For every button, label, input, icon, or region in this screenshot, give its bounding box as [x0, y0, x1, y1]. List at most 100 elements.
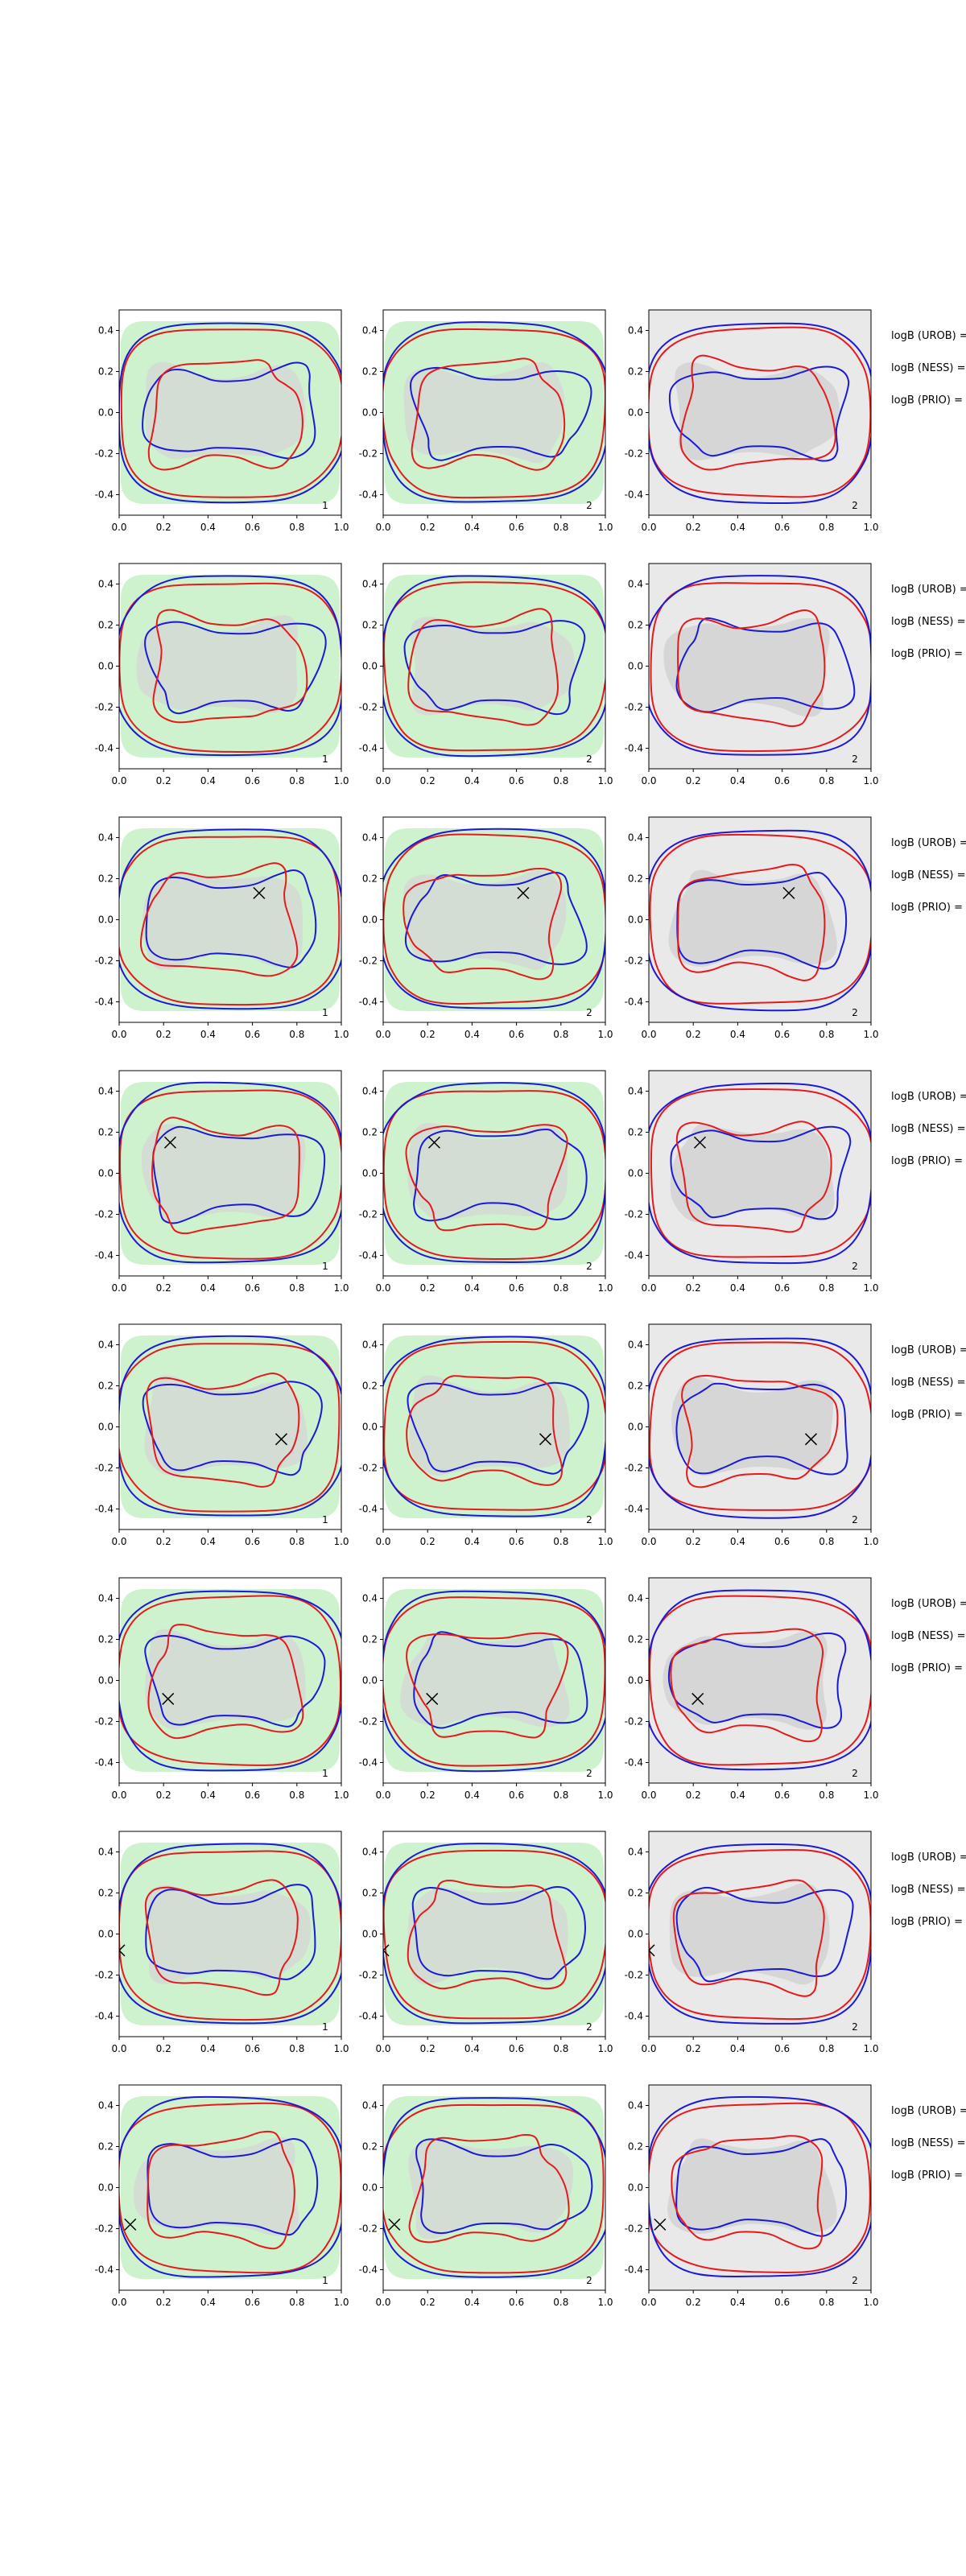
x-tick-label: 0.2: [686, 522, 701, 533]
x-tick-label: 0.6: [774, 2043, 790, 2054]
x-tick-label: 0.4: [200, 1029, 216, 1040]
red-contour-inner: [406, 1632, 569, 1739]
x-tick-label: 0.6: [245, 1282, 260, 1294]
x-tick-label: 1.0: [333, 775, 349, 786]
y-tick-label: -0.2: [359, 1463, 378, 1474]
red-contour-outer: [383, 1090, 605, 1261]
x-tick-label: 0.4: [464, 1029, 480, 1040]
blue-contour-inner: [668, 365, 850, 462]
blue-contour-inner: [144, 621, 327, 715]
y-tick-label: -0.4: [625, 2011, 643, 2022]
x-tick-label: 1.0: [333, 1536, 349, 1547]
red-contour-outer: [119, 2102, 341, 2274]
blue-contour-inner: [144, 1634, 326, 1728]
x-tick-label: 0.0: [641, 1029, 656, 1040]
y-tick-label: 0.0: [628, 407, 643, 419]
x-tick-label: 0.2: [420, 522, 436, 533]
red-contour-outer: [650, 1088, 871, 1258]
blue-contour-outer: [383, 828, 605, 1009]
x-tick-label: 0.0: [375, 1790, 390, 1801]
x-tick-label: 1.0: [333, 2043, 349, 2054]
x-tick-label: 0.8: [553, 2043, 568, 2054]
panel-r1-c3: 2 0.0 0.2 0.4 0.6 0.8 1.0 -0.4 -0.2 0.0 0.2 0.4: [625, 309, 879, 533]
x-tick-label: 0.4: [730, 2297, 745, 2308]
red-contour-outer: [119, 1343, 341, 1513]
y-tick-label: 0.4: [628, 1340, 643, 1351]
red-contour-outer: [649, 833, 871, 1005]
red-contour-inner: [152, 609, 308, 724]
x-tick-label: 0.8: [289, 2043, 304, 2054]
blue-contour-outer: [649, 322, 871, 505]
y-tick-label: 0.2: [98, 2141, 114, 2153]
panel-label: 2: [852, 500, 858, 511]
y-tick-label: -0.4: [95, 1504, 114, 1515]
x-tick-label: 0.4: [200, 1790, 216, 1801]
panel-r6-c1: 1 0.0 0.2 0.4 0.6 0.8 1.0 -0.4 -0.2 0.0 0.2 0.4: [95, 1577, 349, 1801]
y-tick-label: 0.4: [98, 832, 114, 844]
x-tick-label: 0.4: [730, 1282, 745, 1294]
y-tick-label: -0.4: [95, 743, 114, 754]
y-tick-label: 0.0: [362, 1422, 378, 1433]
blue-contour-outer: [119, 2095, 341, 2278]
y-tick-label: -0.4: [625, 997, 643, 1008]
y-tick-label: 0.4: [98, 1086, 114, 1097]
gray-region: [141, 1124, 306, 1224]
y-tick-label: 0.2: [98, 1634, 114, 1645]
panel-r8-c1: 1 0.0 0.2 0.4 0.6 0.8 1.0 -0.4 -0.2 0.0 0.2 0.4: [95, 2084, 349, 2308]
y-tick-label: 0.0: [98, 2182, 114, 2194]
x-tick-label: 0.2: [420, 1282, 436, 1294]
y-tick-label: -0.2: [359, 448, 378, 460]
x-tick-label: 1.0: [863, 2043, 878, 2054]
y-tick-label: -0.2: [625, 956, 643, 967]
panel-r5-c3: 2 0.0 0.2 0.4 0.6 0.8 1.0 -0.4 -0.2 0.0 0.2 0.4: [625, 1323, 879, 1547]
red-contour-outer: [119, 836, 341, 1006]
red-contour-outer: [649, 1595, 871, 1766]
x-tick-label: 0.2: [156, 1790, 171, 1801]
marker-x: [517, 886, 530, 899]
gray-region: [409, 1375, 571, 1476]
y-tick-label: -0.2: [95, 2223, 114, 2235]
x-tick-label: 0.4: [464, 775, 480, 786]
panel-label: 2: [586, 1261, 592, 1272]
y-tick-label: 0.2: [98, 1127, 114, 1138]
y-tick-label: -0.4: [359, 1250, 378, 1261]
x-tick-label: 0.6: [509, 1282, 524, 1294]
panel-label: 1: [322, 1261, 328, 1272]
x-tick-label: 1.0: [333, 522, 349, 533]
y-tick-label: 0.0: [362, 2182, 378, 2194]
x-tick-label: 0.6: [509, 1536, 524, 1547]
panel-label: 2: [852, 753, 858, 765]
red-contour-inner: [408, 2133, 570, 2244]
y-tick-label: -0.4: [359, 997, 378, 1008]
x-tick-label: 0.8: [289, 1536, 304, 1547]
x-tick-label: 0.8: [553, 1029, 568, 1040]
y-tick-label: 0.2: [362, 1888, 378, 1899]
logb-label: logB (UROB) =: [891, 837, 966, 849]
marker-x: [119, 1944, 126, 1957]
x-tick-label: 1.0: [597, 1029, 613, 1040]
marker-x: [426, 1692, 439, 1705]
x-tick-label: 0.4: [200, 522, 216, 533]
gray-region: [668, 869, 837, 967]
red-contour-inner: [677, 864, 826, 982]
panel-r5-c2: 2 0.0 0.2 0.4 0.6 0.8 1.0 -0.4 -0.2 0.0 0.2 0.4: [359, 1323, 613, 1547]
gray-region: [145, 1885, 312, 1984]
x-tick-label: 0.6: [509, 522, 524, 533]
y-tick-label: 0.2: [362, 620, 378, 631]
x-tick-label: 0.2: [686, 775, 701, 786]
x-tick-label: 1.0: [597, 1790, 613, 1801]
red-contour-outer: [650, 582, 871, 753]
x-tick-label: 0.0: [111, 1282, 126, 1294]
marker-x: [804, 1433, 818, 1446]
panel-label: 2: [852, 1007, 858, 1018]
gray-region: [407, 1887, 568, 1985]
marker-x: [275, 1433, 288, 1446]
x-tick-label: 0.0: [375, 2043, 390, 2054]
x-tick-label: 0.8: [819, 1536, 834, 1547]
x-tick-label: 0.6: [774, 1029, 790, 1040]
panel-r8-c2: 2 0.0 0.2 0.4 0.6 0.8 1.0 -0.4 -0.2 0.0 0.2 0.4: [359, 2084, 613, 2308]
y-tick-label: 0.2: [628, 1381, 643, 1392]
y-tick-label: -0.2: [625, 448, 643, 460]
x-tick-label: 0.6: [774, 1790, 790, 1801]
logb-label: logB (NESS) =: [891, 1123, 965, 1135]
